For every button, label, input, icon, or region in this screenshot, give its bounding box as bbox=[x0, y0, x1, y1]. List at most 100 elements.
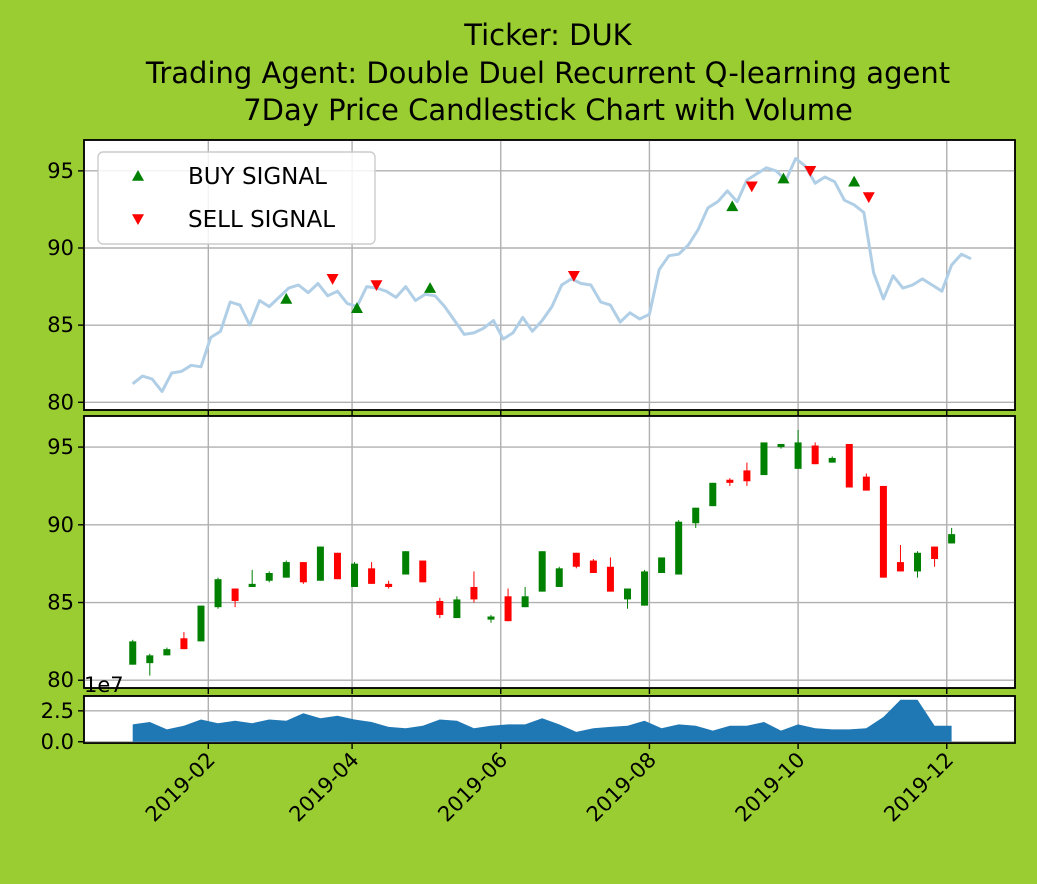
candle-down bbox=[180, 632, 188, 650]
candle-body bbox=[470, 586, 478, 600]
candle-up bbox=[828, 456, 836, 463]
candle-body bbox=[368, 568, 376, 584]
signal-legend: BUY SIGNAL SELL SIGNAL bbox=[97, 151, 376, 245]
candle-body bbox=[914, 552, 922, 572]
candle-up bbox=[641, 569, 649, 606]
candle-up bbox=[777, 443, 785, 449]
xtick-label: 2019-12 bbox=[879, 748, 958, 827]
candle-body bbox=[146, 655, 154, 664]
candle-body bbox=[692, 507, 700, 524]
candle-body bbox=[777, 443, 785, 448]
candle-up bbox=[487, 614, 495, 623]
candle-body bbox=[743, 470, 751, 482]
buy-signal-marker bbox=[848, 175, 861, 187]
candle-up bbox=[282, 560, 290, 578]
candle-up bbox=[265, 571, 273, 583]
candle-body bbox=[726, 479, 734, 483]
candle-body bbox=[419, 560, 427, 583]
xtick-label: 2019-06 bbox=[433, 748, 512, 827]
xtick-label: 2019-08 bbox=[582, 748, 661, 827]
candle-up bbox=[197, 605, 205, 642]
candle-up bbox=[129, 639, 137, 665]
candle-down bbox=[589, 558, 597, 573]
legend-box bbox=[97, 151, 376, 245]
candle-down bbox=[333, 552, 341, 580]
candle-body bbox=[845, 443, 853, 488]
sell-signal-marker bbox=[862, 192, 875, 204]
candle-up bbox=[948, 527, 956, 544]
close-price-line bbox=[131, 157, 972, 393]
candle-down bbox=[470, 571, 478, 603]
candle-body bbox=[504, 596, 512, 622]
candle-down bbox=[811, 442, 819, 465]
candle-up bbox=[402, 551, 410, 575]
candle-up bbox=[248, 569, 256, 587]
candle-body bbox=[231, 588, 239, 601]
candle-down bbox=[862, 473, 870, 491]
candle-down bbox=[931, 546, 939, 567]
candle-down bbox=[231, 588, 239, 608]
candle-body bbox=[658, 557, 666, 573]
candle-body bbox=[248, 583, 256, 587]
buy-signal-legend-label: BUY SIGNAL bbox=[188, 164, 327, 190]
volume-ytick-label: 0.0 bbox=[41, 730, 74, 754]
candle-body bbox=[453, 599, 461, 619]
chart-title-line-2: Trading Agent: Double Duel Recurrent Q-l… bbox=[145, 56, 950, 90]
candle-body bbox=[180, 638, 188, 650]
volume-panel: 0.0 2.5 1e7 bbox=[41, 673, 1016, 754]
buy-signal-marker bbox=[280, 292, 293, 304]
candle-body bbox=[931, 546, 939, 559]
candle-down bbox=[606, 557, 614, 592]
candle-body bbox=[862, 476, 870, 491]
candle-down bbox=[572, 552, 580, 569]
candle-body bbox=[760, 442, 768, 476]
candle-down bbox=[419, 560, 427, 583]
candle-up bbox=[675, 520, 683, 575]
candle-down bbox=[436, 597, 444, 619]
candle-up bbox=[538, 551, 546, 592]
volume-area bbox=[132, 699, 952, 742]
candle-up bbox=[914, 551, 922, 578]
candle-down bbox=[743, 462, 751, 486]
candle-body bbox=[265, 572, 273, 581]
sell-signal-marker bbox=[804, 166, 817, 177]
candle-ytick-label: 85 bbox=[47, 591, 74, 615]
candle-body bbox=[487, 616, 495, 620]
price-ytick-label: 80 bbox=[47, 390, 74, 414]
candle-body bbox=[436, 600, 444, 615]
candle-body bbox=[572, 552, 580, 567]
candle-body bbox=[299, 562, 307, 583]
candle-grid bbox=[84, 416, 1015, 688]
sell-signal-legend-label: SELL SIGNAL bbox=[188, 207, 335, 233]
candle-ytick-label: 90 bbox=[47, 513, 74, 537]
candle-up bbox=[521, 586, 529, 608]
candle-up bbox=[146, 653, 154, 676]
candle-body bbox=[879, 485, 887, 578]
candle-body bbox=[948, 534, 956, 544]
candle-up bbox=[214, 577, 222, 609]
candle-body bbox=[197, 605, 205, 642]
candle-plot-area bbox=[83, 415, 1016, 689]
candle-body bbox=[606, 566, 614, 592]
sell-signal-legend-marker bbox=[132, 214, 144, 225]
candle-down bbox=[879, 485, 887, 578]
candle-up bbox=[760, 442, 768, 476]
volume-ytick-label: 2.5 bbox=[41, 699, 74, 723]
candle-down bbox=[504, 588, 512, 622]
candle-up bbox=[316, 546, 324, 581]
candle-body bbox=[896, 562, 904, 572]
sell-signal-marker bbox=[370, 280, 383, 292]
candle-body bbox=[675, 521, 683, 575]
chart-title-line-1: Ticker: DUK bbox=[463, 18, 632, 52]
candle-body bbox=[538, 551, 546, 592]
candle-body bbox=[828, 457, 836, 463]
candle-body bbox=[589, 560, 597, 573]
candle-body bbox=[163, 649, 171, 656]
candle-body bbox=[129, 641, 137, 665]
buy-signal-marker bbox=[424, 282, 437, 293]
candle-body bbox=[333, 552, 341, 580]
volume-offset-label: 1e7 bbox=[84, 673, 124, 697]
xtick-label: 2019-04 bbox=[285, 748, 364, 827]
candle-up bbox=[658, 557, 666, 573]
candle-body bbox=[351, 563, 359, 587]
